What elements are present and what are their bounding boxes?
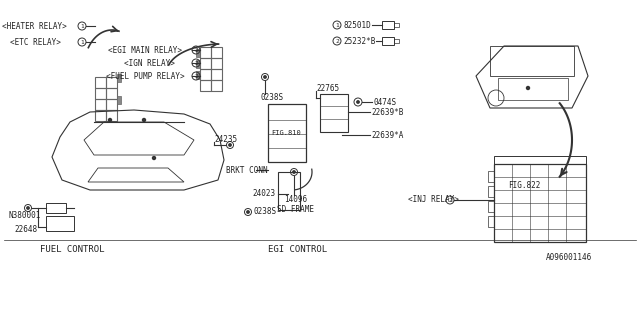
Text: FIG.810: FIG.810: [271, 130, 301, 136]
Text: <INJ RELAY>: <INJ RELAY>: [408, 196, 459, 204]
Bar: [95, 77, 106, 88]
Circle shape: [247, 211, 249, 213]
Circle shape: [293, 171, 295, 173]
Bar: [498, 78, 568, 100]
Text: 22765: 22765: [316, 84, 339, 92]
Bar: [106, 77, 117, 88]
Circle shape: [527, 86, 529, 90]
Bar: [46, 203, 66, 213]
Text: N380001: N380001: [8, 212, 40, 220]
Text: 22639*B: 22639*B: [371, 108, 403, 116]
Text: FUEL CONTROL: FUEL CONTROL: [40, 245, 104, 254]
Text: 82501D: 82501D: [343, 20, 371, 29]
Text: 2: 2: [194, 60, 198, 66]
Bar: [196, 71, 200, 79]
Bar: [394, 23, 399, 27]
Text: 1: 1: [80, 23, 84, 28]
Bar: [211, 69, 222, 80]
Bar: [490, 46, 574, 76]
Bar: [320, 94, 348, 132]
Text: 24023: 24023: [252, 189, 275, 198]
Bar: [494, 156, 586, 164]
Bar: [200, 80, 211, 91]
Bar: [196, 60, 200, 68]
Bar: [211, 80, 222, 91]
Circle shape: [152, 156, 156, 159]
Circle shape: [229, 144, 231, 146]
Bar: [117, 74, 121, 82]
Bar: [46, 216, 74, 231]
Circle shape: [27, 207, 29, 209]
Text: <IGN RELAY>: <IGN RELAY>: [124, 59, 175, 68]
Bar: [211, 47, 222, 58]
Text: 22639*A: 22639*A: [371, 131, 403, 140]
Bar: [200, 47, 211, 58]
Bar: [106, 88, 117, 99]
Text: 14096: 14096: [284, 196, 307, 204]
Bar: [196, 49, 200, 57]
Text: <ETC RELAY>: <ETC RELAY>: [10, 37, 61, 46]
Text: 0474S: 0474S: [373, 98, 396, 107]
Text: 2: 2: [194, 47, 198, 52]
Text: BRKT CONN: BRKT CONN: [226, 165, 268, 174]
Bar: [268, 104, 306, 162]
Bar: [200, 58, 211, 69]
Bar: [488, 186, 494, 197]
Text: 2: 2: [194, 74, 198, 78]
Bar: [95, 99, 106, 110]
Text: <HEATER RELAY>: <HEATER RELAY>: [2, 21, 67, 30]
Bar: [488, 216, 494, 227]
Bar: [278, 172, 300, 210]
Bar: [95, 88, 106, 99]
Bar: [106, 99, 117, 110]
Circle shape: [143, 118, 145, 122]
Text: 22648: 22648: [14, 225, 37, 234]
Text: FIG.822: FIG.822: [508, 180, 540, 189]
Bar: [382, 37, 394, 45]
Text: 0238S: 0238S: [260, 92, 283, 101]
Text: EGI CONTROL: EGI CONTROL: [268, 245, 327, 254]
Bar: [488, 201, 494, 212]
Bar: [382, 21, 394, 29]
Bar: [488, 171, 494, 182]
Bar: [200, 69, 211, 80]
Text: SD FRAME: SD FRAME: [277, 205, 314, 214]
Text: 24235: 24235: [214, 134, 237, 143]
Bar: [494, 164, 586, 242]
Bar: [95, 110, 106, 121]
Text: 1: 1: [335, 22, 339, 28]
Text: 2: 2: [448, 197, 452, 203]
Text: <EGI MAIN RELAY>: <EGI MAIN RELAY>: [108, 45, 182, 54]
Bar: [106, 110, 117, 121]
Circle shape: [264, 76, 266, 78]
Text: 1: 1: [80, 39, 84, 44]
Text: 25232*B: 25232*B: [343, 36, 376, 45]
Text: <FUEL PUMP RELAY>: <FUEL PUMP RELAY>: [106, 71, 184, 81]
Circle shape: [357, 101, 359, 103]
Circle shape: [109, 118, 111, 122]
Text: 0238S: 0238S: [253, 207, 276, 217]
Bar: [211, 58, 222, 69]
Bar: [117, 96, 121, 104]
Text: A096001146: A096001146: [546, 253, 592, 262]
Bar: [394, 39, 399, 43]
Text: 2: 2: [335, 38, 339, 44]
